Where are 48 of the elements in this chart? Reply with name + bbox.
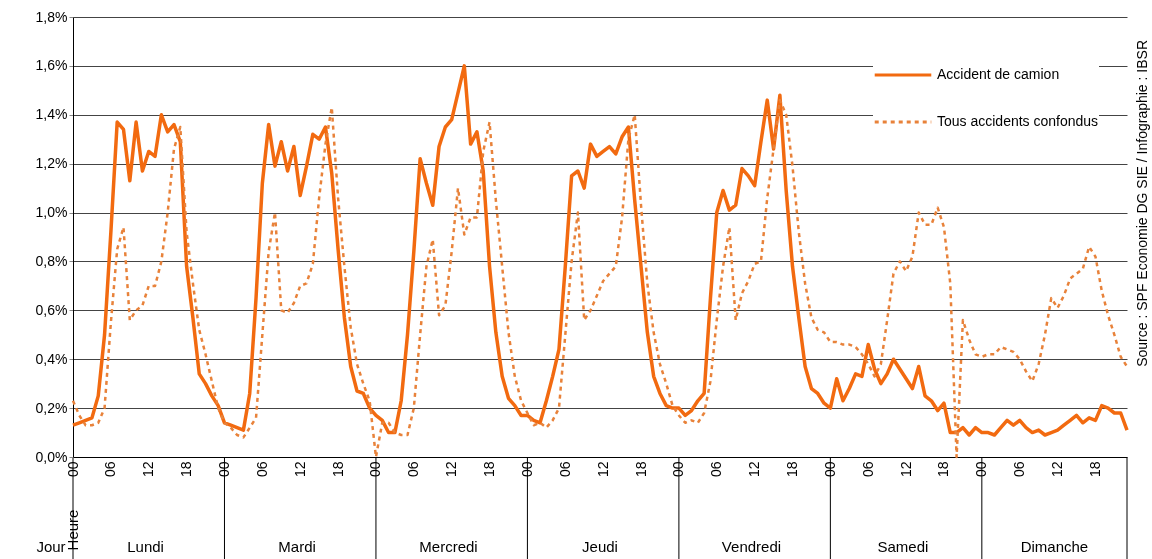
text: Mardi	[278, 538, 316, 555]
text: Heure	[64, 509, 81, 551]
y-tick-label: 0,8%	[35, 252, 68, 269]
x-tick-label: 00	[821, 461, 838, 478]
x-tick-label: 12	[594, 461, 611, 478]
x-tick-label: 06	[102, 461, 119, 478]
y-tick-label: 0,6%	[35, 301, 68, 318]
x-tick-label: 18	[784, 461, 800, 478]
y-tick-label: 1,2%	[35, 155, 68, 172]
x-tick-label: 18	[935, 461, 952, 478]
legend-label: Tous accidents confondus	[937, 113, 1099, 129]
x-tick-label: 06	[556, 461, 573, 478]
x-tick-label: 12	[291, 461, 308, 478]
x-tick-label: 06	[708, 461, 725, 478]
x-tick-label: 12	[897, 461, 914, 478]
y-tick-label: 1,4%	[35, 106, 68, 123]
text: Jeudi	[582, 538, 618, 555]
x-tick-label: 00	[367, 461, 384, 478]
y-tick-label: 0,2%	[35, 399, 68, 416]
x-tick-label: 18	[1086, 461, 1103, 478]
y-tick-label: 0,4%	[35, 350, 68, 367]
x-tick-label: 00	[973, 461, 990, 478]
text: Lundi	[127, 538, 164, 555]
text: Mercredi	[419, 538, 478, 555]
text: Dimanche	[1020, 538, 1089, 555]
x-tick-label: 18	[178, 461, 195, 478]
x-tick-label: 12	[443, 461, 460, 478]
y-tick-label: 1,6%	[35, 57, 68, 74]
text: Samedi	[877, 538, 929, 555]
x-tick-label: 12	[140, 461, 157, 478]
x-tick-label: 06	[1011, 461, 1028, 478]
x-tick-label: 12	[1049, 461, 1066, 478]
y-tick-label: 1,0%	[35, 204, 68, 221]
x-tick-label: 00	[670, 461, 687, 478]
x-tick-label: 00	[215, 461, 232, 478]
x-tick-label: 18	[632, 461, 649, 478]
x-tick-label: 00	[518, 461, 535, 478]
source-note: Source : SPF Economie DG SIE / Infographie : IBSR	[1134, 40, 1150, 367]
x-tick-label: 18	[329, 461, 346, 478]
x-tick-label: 06	[253, 461, 270, 478]
text: Jour	[36, 538, 66, 555]
legend-label: Accident de camion	[937, 66, 1060, 82]
x-tick-label: 18	[481, 461, 498, 478]
x-tick-label: 12	[746, 461, 763, 478]
x-tick-label: 06	[405, 461, 422, 478]
text: Vendredi	[721, 538, 782, 555]
x-tick-label: 06	[859, 461, 876, 478]
y-tick-label: 1,8%	[35, 8, 68, 25]
